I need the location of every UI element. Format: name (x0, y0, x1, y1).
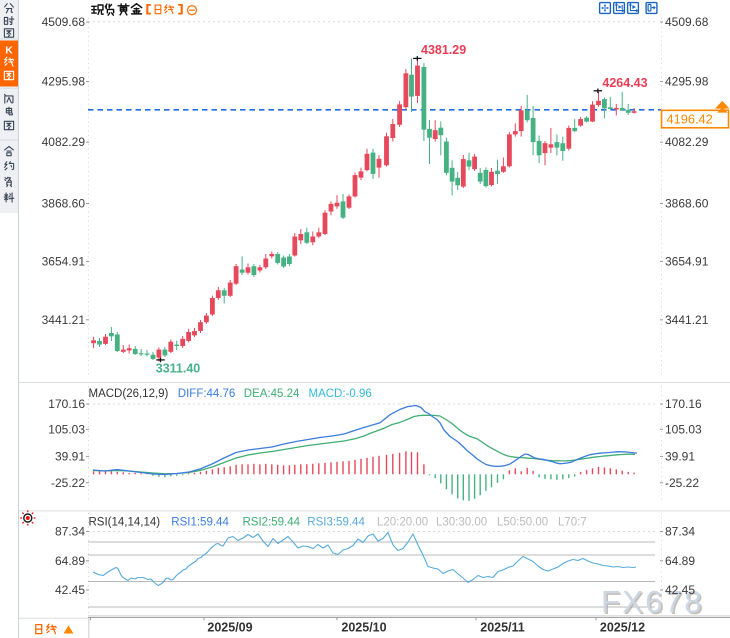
svg-text:3868.60: 3868.60 (42, 197, 86, 211)
svg-text:64.89: 64.89 (665, 554, 695, 568)
svg-text:RSI(14,14,14): RSI(14,14,14) (89, 517, 161, 529)
svg-text:K: K (5, 45, 13, 57)
svg-text:FX678: FX678 (603, 585, 706, 621)
svg-text:2025/10: 2025/10 (341, 621, 386, 635)
svg-text:3441.21: 3441.21 (665, 313, 709, 327)
svg-text:105.03: 105.03 (665, 422, 702, 436)
svg-text:4509.68: 4509.68 (42, 15, 86, 29)
svg-text:87.34: 87.34 (665, 525, 695, 539)
svg-text:4295.98: 4295.98 (665, 75, 709, 89)
svg-text:2025/09: 2025/09 (207, 621, 252, 635)
svg-text:RSI2:59.44: RSI2:59.44 (243, 517, 301, 529)
svg-text:L30:30.00: L30:30.00 (436, 517, 487, 529)
svg-text:4196.42: 4196.42 (667, 112, 713, 127)
svg-text:L50:50.00: L50:50.00 (497, 517, 548, 529)
svg-text:42.45: 42.45 (55, 583, 85, 597)
svg-text:RSI1:59.44: RSI1:59.44 (171, 517, 229, 529)
svg-text:4509.68: 4509.68 (665, 15, 709, 29)
svg-text:L20:20.00: L20:20.00 (377, 517, 428, 529)
svg-text:3441.21: 3441.21 (42, 313, 86, 327)
svg-text:DEA:45.24: DEA:45.24 (244, 388, 300, 400)
svg-text:4082.29: 4082.29 (42, 135, 86, 149)
svg-text:L70:7: L70:7 (558, 517, 587, 529)
svg-text:-25.22: -25.22 (51, 476, 85, 490)
svg-text:3654.91: 3654.91 (42, 254, 86, 268)
svg-text:DIFF:44.76: DIFF:44.76 (178, 388, 236, 400)
svg-text:87.34: 87.34 (55, 525, 85, 539)
svg-text:3654.91: 3654.91 (665, 254, 709, 268)
svg-text:170.16: 170.16 (665, 397, 702, 411)
svg-text:-25.22: -25.22 (665, 476, 699, 490)
svg-text:39.91: 39.91 (665, 449, 695, 463)
svg-text:MACD(26,12,9): MACD(26,12,9) (89, 388, 169, 400)
svg-text:2025/11: 2025/11 (480, 621, 525, 635)
svg-text:3868.60: 3868.60 (665, 197, 709, 211)
svg-text:2025/12: 2025/12 (600, 621, 645, 635)
svg-text:4264.43: 4264.43 (602, 76, 647, 90)
svg-text:39.91: 39.91 (55, 449, 85, 463)
svg-text:42.45: 42.45 (665, 583, 695, 597)
svg-text:4381.29: 4381.29 (421, 43, 466, 57)
svg-text:105.03: 105.03 (48, 422, 85, 436)
svg-text:MACD:-0.96: MACD:-0.96 (309, 388, 372, 400)
svg-text:170.16: 170.16 (48, 397, 85, 411)
svg-text:4082.29: 4082.29 (665, 135, 709, 149)
svg-text:64.89: 64.89 (55, 554, 85, 568)
svg-text:FX678: FX678 (601, 584, 704, 620)
svg-text:3311.40: 3311.40 (156, 362, 201, 376)
svg-text:RSI3:59.44: RSI3:59.44 (307, 517, 365, 529)
svg-text:4295.98: 4295.98 (42, 75, 86, 89)
